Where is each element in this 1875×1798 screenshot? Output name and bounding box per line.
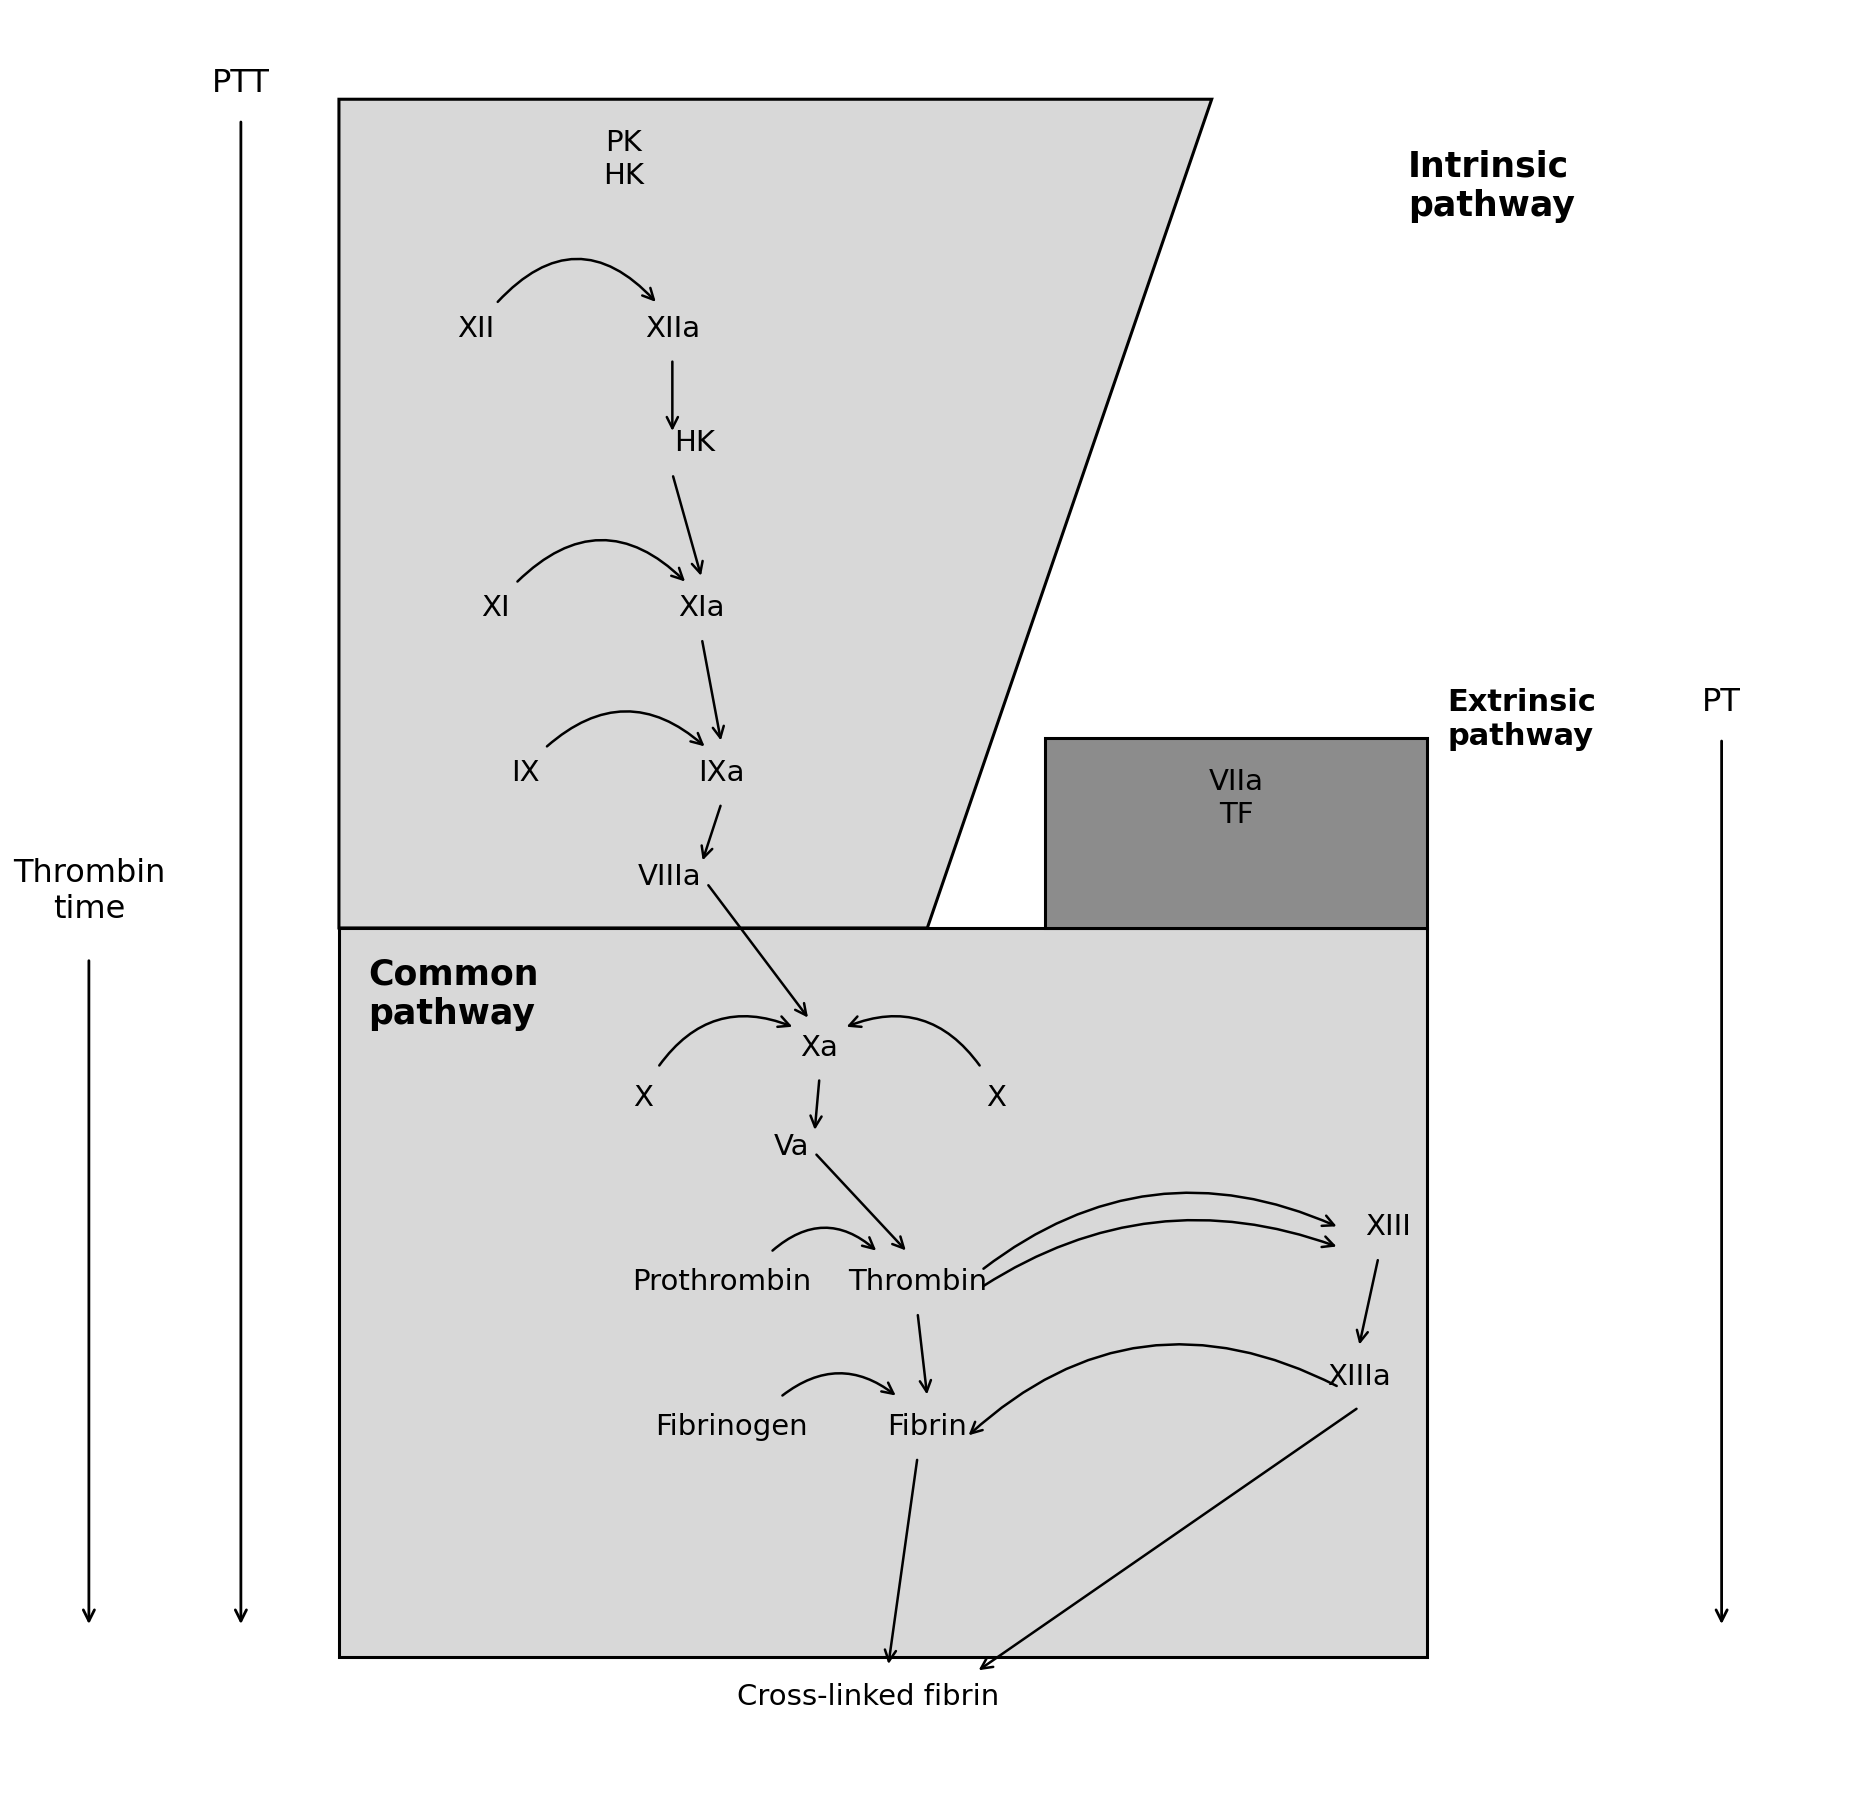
- Text: X: X: [634, 1084, 652, 1111]
- Text: XIIa: XIIa: [645, 315, 699, 343]
- Text: Thrombin: Thrombin: [848, 1268, 986, 1296]
- Text: Thrombin
time: Thrombin time: [13, 858, 165, 924]
- Text: Extrinsic
pathway: Extrinsic pathway: [1448, 689, 1596, 752]
- Polygon shape: [339, 99, 1211, 928]
- Polygon shape: [339, 928, 1427, 1656]
- Text: VIIa
TF: VIIa TF: [1209, 768, 1264, 829]
- Text: IXa: IXa: [698, 759, 744, 788]
- Text: XIIIa: XIIIa: [1328, 1363, 1391, 1392]
- Text: Va: Va: [774, 1133, 810, 1162]
- Text: PT: PT: [1702, 687, 1742, 717]
- Text: PK
HK: PK HK: [604, 129, 643, 189]
- Text: Cross-linked fibrin: Cross-linked fibrin: [737, 1683, 999, 1710]
- Polygon shape: [1044, 739, 1427, 928]
- Text: Fibrin: Fibrin: [887, 1413, 968, 1442]
- Text: Prothrombin: Prothrombin: [632, 1268, 812, 1296]
- Text: X: X: [986, 1084, 1007, 1111]
- Text: XIa: XIa: [679, 595, 726, 622]
- Text: IX: IX: [512, 759, 540, 788]
- Text: XI: XI: [482, 595, 510, 622]
- Text: Xa: Xa: [801, 1034, 838, 1063]
- Text: XII: XII: [458, 315, 495, 343]
- Text: HK: HK: [675, 428, 716, 457]
- Text: Intrinsic
pathway: Intrinsic pathway: [1408, 149, 1575, 223]
- Text: XIII: XIII: [1365, 1214, 1412, 1241]
- Text: Common
pathway: Common pathway: [368, 958, 538, 1032]
- Text: VIIIa: VIIIa: [638, 863, 701, 892]
- Text: PTT: PTT: [212, 68, 270, 99]
- Text: Fibrinogen: Fibrinogen: [654, 1413, 808, 1442]
